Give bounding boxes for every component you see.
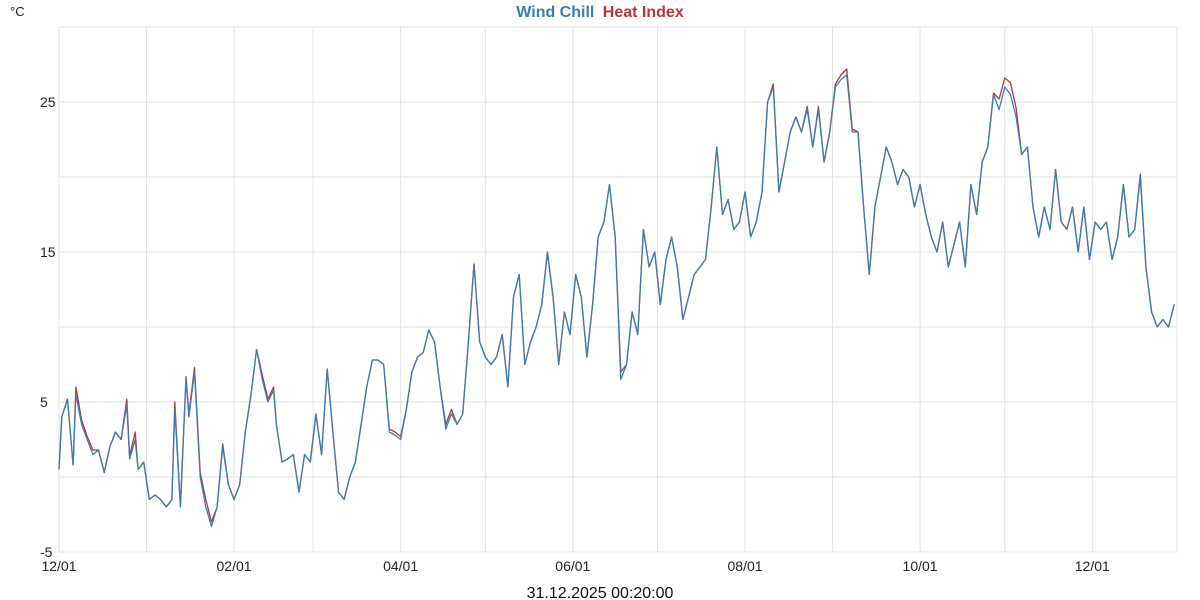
series-line-wind-chill <box>58 74 1175 528</box>
x-tick-label: 12/01 <box>41 558 76 574</box>
unit-label: °C <box>10 4 25 19</box>
x-tick-label: 04/01 <box>383 558 418 574</box>
chart-legend: Wind Chill Heat Index <box>516 4 684 21</box>
chart-grid <box>58 26 1178 553</box>
y-tick-label: 5 <box>40 394 48 410</box>
x-tick-label: 08/01 <box>728 558 763 574</box>
y-tick-label: 25 <box>40 94 56 110</box>
legend-wind-chill: Wind Chill <box>516 4 594 21</box>
series-line-heat-index <box>58 68 1175 523</box>
y-tick-label: -5 <box>40 544 53 560</box>
y-axis-ticks: 25 15 5 -5 <box>40 94 56 560</box>
x-tick-label: 06/01 <box>555 558 590 574</box>
x-tick-label: 02/01 <box>217 558 252 574</box>
y-tick-label: 15 <box>40 244 56 260</box>
x-tick-label: 12/01 <box>1075 558 1110 574</box>
footer-timestamp: 31.12.2025 00:20:00 <box>527 585 674 600</box>
series-layer <box>58 68 1175 528</box>
plot-border <box>58 26 1178 553</box>
x-axis-ticks: 12/01 02/01 04/01 06/01 08/01 10/01 12/01 <box>41 558 1110 574</box>
x-tick-label: 10/01 <box>903 558 938 574</box>
legend-heat-index: Heat Index <box>603 4 684 21</box>
